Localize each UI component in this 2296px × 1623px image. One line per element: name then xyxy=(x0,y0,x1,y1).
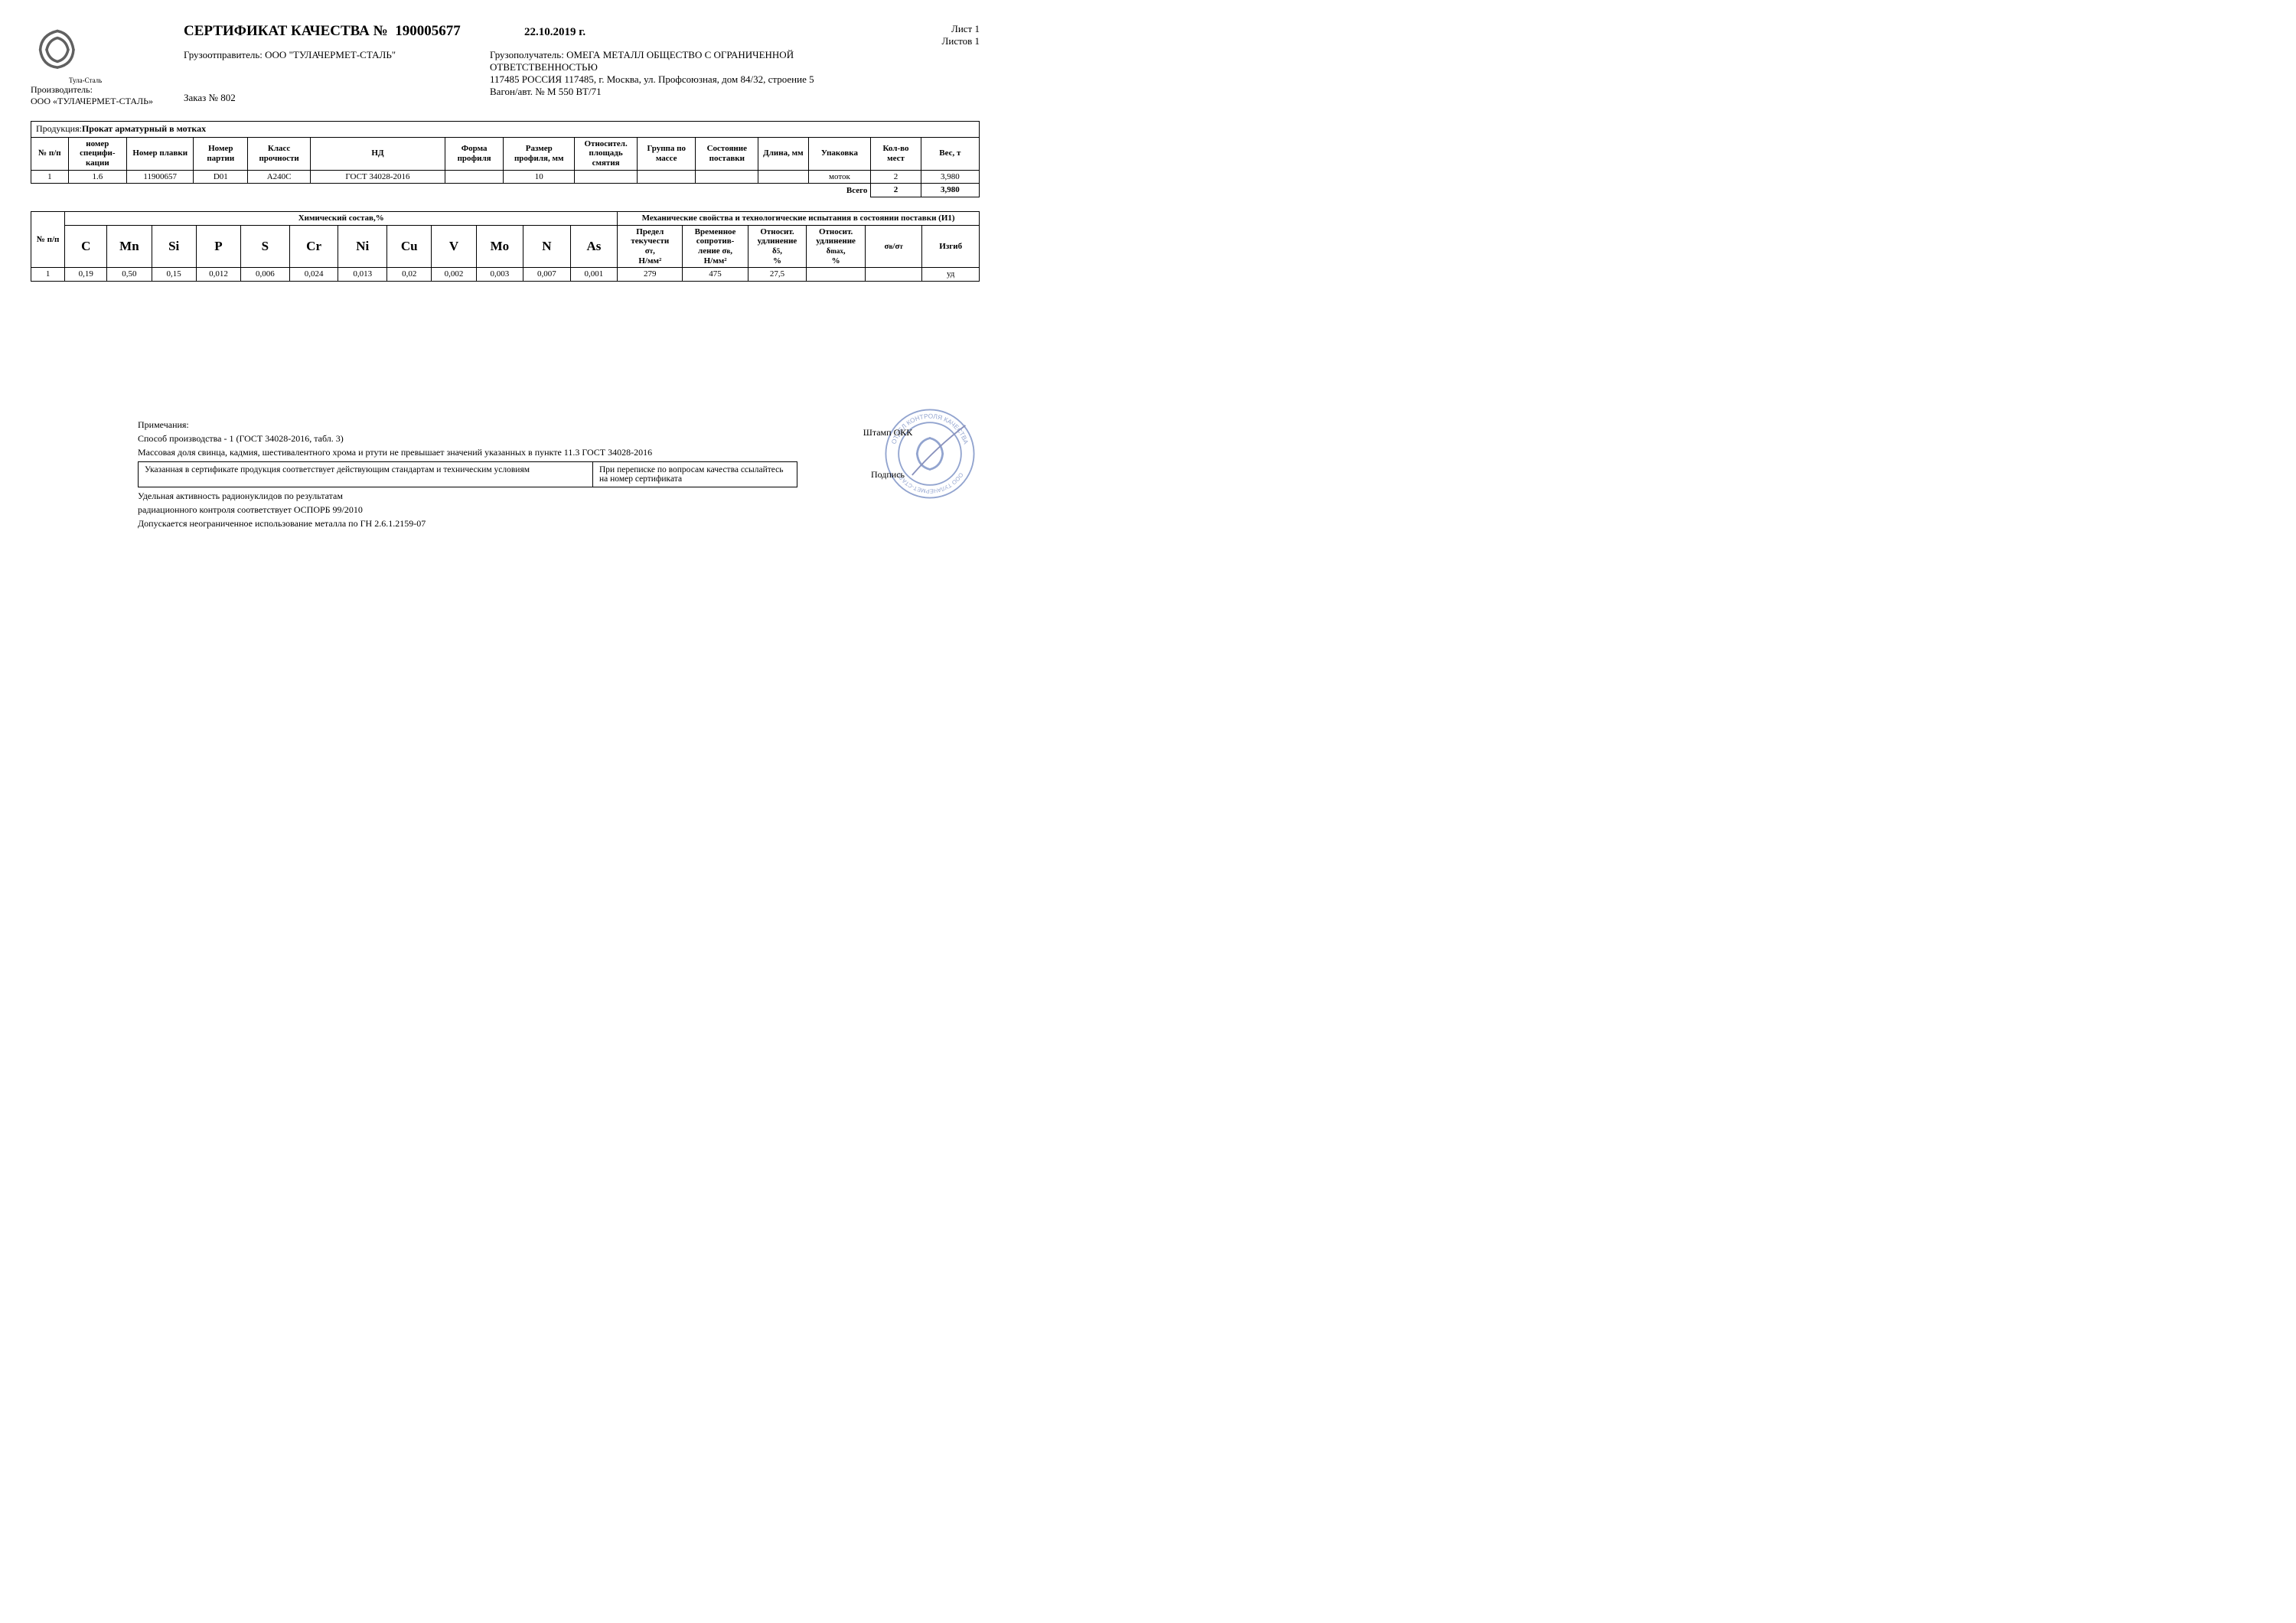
note-line: Удельная активность радионуклидов по рез… xyxy=(138,490,888,502)
note-line: Массовая доля свинца, кадмия, шестивален… xyxy=(138,447,888,458)
notes-title: Примечания: xyxy=(138,419,888,431)
table-header-row: № п/п номер специфи-кации Номер плавки Н… xyxy=(31,137,980,170)
header: Тула-Сталь Производитель: ООО «ТУЛАЧЕРМЕ… xyxy=(31,23,980,107)
yield-header: Предел текучестиσт,Н/мм² xyxy=(618,225,683,268)
title-block: СЕРТИФИКАТ КАЧЕСТВА № 190005677 22.10.20… xyxy=(184,23,888,104)
elong5-header: Относит.удлинениеδ5,% xyxy=(748,225,807,268)
totals-row: Всего 2 3,980 xyxy=(31,184,980,197)
compliance-text: Указанная в сертификате продукция соотве… xyxy=(139,462,593,487)
note-line: Способ производства - 1 (ГОСТ 34028-2016… xyxy=(138,433,888,445)
table-row: 1 1.6 11900657 D01 A240C ГОСТ 34028-2016… xyxy=(31,170,980,184)
chemistry-table: № п/п Химический состав,% Механические с… xyxy=(31,211,980,282)
table-header-row: C Mn Si P S Cr Ni Cu V Mo N As Предел те… xyxy=(31,225,980,268)
notes-block: Примечания: Способ производства - 1 (ГОС… xyxy=(138,419,888,530)
sheet-info: Лист 1 Листов 1 xyxy=(903,23,980,47)
producer-label: Производитель: xyxy=(31,84,168,96)
elongmax-header: Относит.удлинениеδmax,% xyxy=(807,225,866,268)
compliance-box: Указанная в сертификате продукция соотве… xyxy=(138,461,797,487)
ratio-header: σв/σт xyxy=(865,225,921,268)
correspondence-text: При переписке по вопросам качества ссыла… xyxy=(593,462,797,487)
shipper: Грузоотправитель: ООО "ТУЛАЧЕРМЕТ-СТАЛЬ"… xyxy=(184,49,475,104)
signature-area: Штамп ОКК Подпись xyxy=(811,427,964,481)
consignee: Грузополучатель: ОМЕГА МЕТАЛЛ ОБЩЕСТВО С… xyxy=(490,49,888,104)
table-group-header: № п/п Химический состав,% Механические с… xyxy=(31,212,980,226)
swirl-logo-icon xyxy=(31,23,84,77)
stamp-label: Штамп ОКК xyxy=(811,427,964,438)
certificate-date: 22.10.2019 г. xyxy=(524,26,585,39)
signature-label: Подпись xyxy=(811,469,964,481)
logo-caption: Тула-Сталь xyxy=(69,77,168,84)
table-row: 1 0,19 0,50 0,15 0,012 0,006 0,024 0,013… xyxy=(31,268,980,282)
product-caption: Продукция:Прокат арматурный в мотках xyxy=(31,122,980,138)
product-table: Продукция:Прокат арматурный в мотках № п… xyxy=(31,121,980,197)
tensile-header: Временное сопротив-ление σв,Н/мм² xyxy=(683,225,748,268)
certificate-title: СЕРТИФИКАТ КАЧЕСТВА № 190005677 xyxy=(184,23,461,40)
note-line: Допускается неограниченное использование… xyxy=(138,518,888,530)
order: Заказ № 802 xyxy=(184,92,475,104)
logo-block: Тула-Сталь Производитель: ООО «ТУЛАЧЕРМЕ… xyxy=(31,23,168,107)
producer-name: ООО «ТУЛАЧЕРМЕТ-СТАЛЬ» xyxy=(31,96,168,107)
note-line: радиационного контроля соответствует ОСП… xyxy=(138,504,888,516)
